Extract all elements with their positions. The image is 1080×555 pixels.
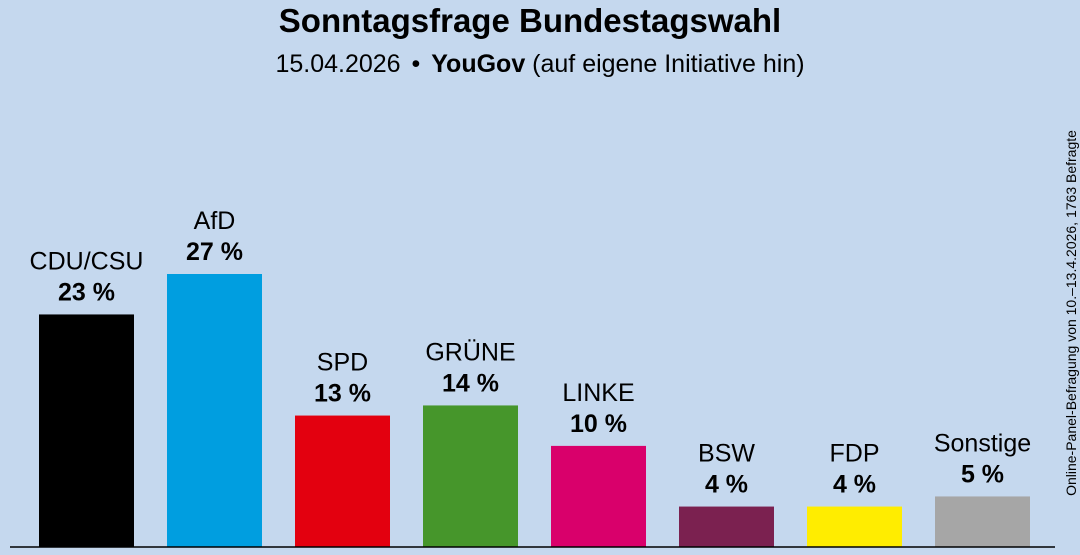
bar-afd	[167, 274, 262, 547]
category-label-bsw: BSW	[698, 440, 755, 468]
value-label-cdu-csu: 23 %	[58, 278, 115, 306]
bar-gruene	[423, 405, 518, 547]
bar-cdu-csu	[39, 314, 134, 547]
survey-footnote: Online-Panel-Befragung von 10.–13.4.2026…	[1063, 130, 1079, 496]
value-label-spd: 13 %	[314, 380, 371, 408]
bar-bsw	[679, 506, 774, 547]
value-label-fdp: 4 %	[833, 471, 876, 499]
category-label-fdp: FDP	[830, 440, 880, 468]
bar-sonstige	[935, 496, 1030, 547]
category-label-linke: LINKE	[562, 379, 634, 407]
category-label-sonstige: Sonstige	[934, 429, 1031, 457]
poll-institute: YouGov	[431, 50, 526, 78]
value-label-afd: 27 %	[186, 238, 243, 266]
chart-title: Sonntagsfrage Bundestagswahl	[278, 2, 782, 39]
category-label-cdu-csu: CDU/CSU	[30, 247, 144, 275]
value-label-gruene: 14 %	[442, 369, 499, 397]
bar-linke	[551, 445, 646, 547]
category-label-spd: SPD	[317, 349, 368, 377]
bar-group: 23 % CDU/CSU 27 % AfD 13 % SPD 14 % GRÜNE 10 % LI…	[30, 207, 1031, 547]
value-label-sonstige: 5 %	[961, 460, 1004, 488]
category-label-afd: AfD	[194, 207, 236, 235]
poll-note: (auf eigene Initiative hin)	[532, 50, 805, 78]
poll-date: 15.04.2026	[275, 50, 401, 78]
chart-subtitle: 15.04.2026 • YouGov (auf eigene Initiati…	[0, 50, 1080, 79]
value-label-bsw: 4 %	[705, 471, 748, 499]
subtitle-separator: •	[411, 50, 421, 78]
category-label-gruene: GRÜNE	[425, 338, 515, 366]
bar-spd	[295, 415, 390, 547]
bar-fdp	[807, 506, 902, 547]
value-label-linke: 10 %	[570, 410, 627, 438]
